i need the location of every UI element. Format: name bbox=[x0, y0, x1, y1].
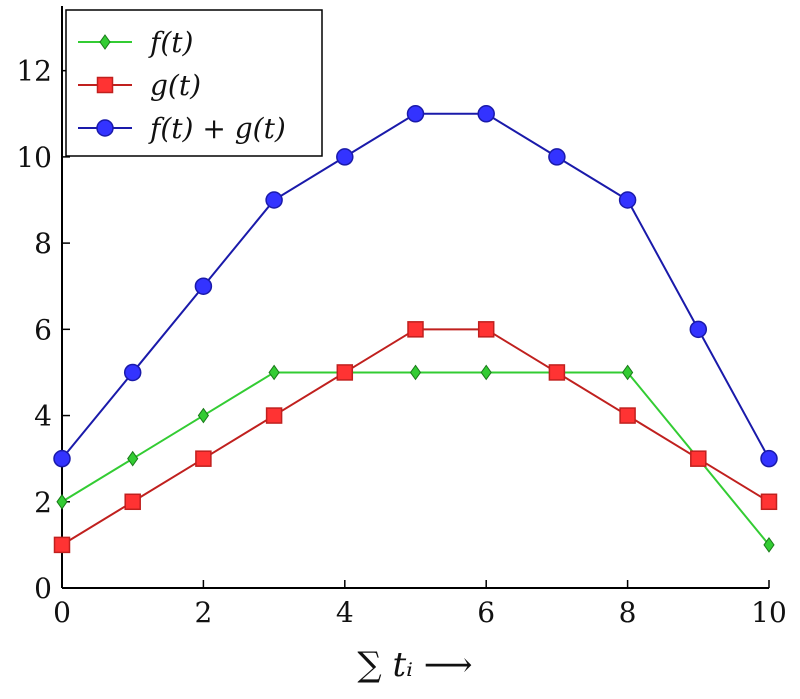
data-point bbox=[123, 363, 142, 382]
data-point bbox=[268, 364, 280, 381]
data-point bbox=[690, 450, 707, 467]
legend-label: f(t) + g(t) bbox=[148, 112, 286, 145]
x-axis-label: ∑ tᵢ ⟶ bbox=[357, 645, 472, 685]
legend-label: g(t) bbox=[150, 69, 201, 102]
data-point bbox=[265, 191, 283, 209]
y-tick-label: 6 bbox=[34, 313, 52, 346]
series-0 bbox=[56, 364, 775, 553]
data-point bbox=[409, 364, 422, 381]
data-point bbox=[548, 148, 566, 166]
data-point bbox=[618, 191, 637, 209]
data-point bbox=[760, 493, 778, 511]
data-point bbox=[336, 148, 354, 166]
x-tick-label: 2 bbox=[194, 596, 212, 629]
data-point bbox=[336, 364, 354, 381]
data-point bbox=[477, 321, 495, 338]
legend-item: f(t) + g(t) bbox=[78, 112, 286, 145]
legend: f(t) g(t) f(t) + g(t) bbox=[65, 9, 323, 157]
y-tick-label: 12 bbox=[16, 55, 52, 88]
data-point bbox=[56, 493, 68, 510]
legend-marker bbox=[99, 34, 111, 50]
data-point bbox=[548, 364, 566, 381]
y-tick-label: 4 bbox=[34, 400, 52, 433]
data-point bbox=[480, 364, 492, 381]
x-tick-label: 0 bbox=[53, 596, 71, 629]
ticks: 0 2 4 6 8 10 0 2 4 6 8 10 12 bbox=[16, 55, 786, 629]
data-point bbox=[621, 364, 634, 381]
legend-marker bbox=[96, 119, 114, 137]
data-point bbox=[124, 493, 141, 511]
data-point bbox=[477, 105, 495, 123]
legend-item: g(t) bbox=[78, 69, 201, 102]
data-point bbox=[265, 407, 283, 424]
data-point bbox=[195, 450, 212, 467]
legend-label: f(t) bbox=[148, 26, 193, 59]
data-point bbox=[619, 407, 636, 424]
series-layer bbox=[53, 105, 778, 554]
data-point bbox=[407, 321, 424, 338]
data-point bbox=[53, 449, 71, 468]
data-point bbox=[53, 536, 71, 554]
data-point bbox=[406, 105, 425, 123]
y-tick-label: 8 bbox=[34, 227, 52, 260]
x-tick-label: 8 bbox=[619, 596, 637, 629]
data-point bbox=[689, 320, 708, 339]
x-tick-label: 6 bbox=[477, 596, 495, 629]
series-1 bbox=[53, 321, 778, 554]
y-tick-label: 10 bbox=[16, 141, 52, 174]
data-point bbox=[127, 450, 139, 467]
legend-item: f(t) bbox=[78, 26, 193, 59]
data-point bbox=[763, 537, 775, 553]
series-line bbox=[61, 112, 770, 460]
y-tick-label: 2 bbox=[34, 486, 52, 519]
data-point bbox=[760, 449, 778, 468]
x-tick-label: 4 bbox=[336, 596, 354, 629]
legend-marker bbox=[96, 76, 114, 94]
data-point bbox=[197, 407, 210, 424]
y-tick-label: 0 bbox=[34, 572, 52, 605]
series-2 bbox=[53, 105, 778, 468]
axes bbox=[61, 6, 769, 589]
x-tick-label: 10 bbox=[751, 596, 787, 629]
data-point bbox=[194, 277, 213, 295]
series-line bbox=[61, 371, 770, 546]
